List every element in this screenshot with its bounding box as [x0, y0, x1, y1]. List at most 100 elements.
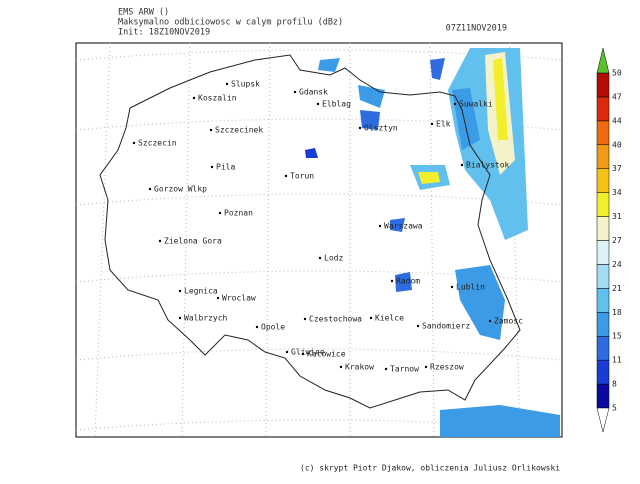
city-dot — [378, 224, 382, 228]
city-dot — [488, 319, 492, 323]
city-dot — [285, 350, 289, 354]
colorbar-bin — [596, 383, 610, 409]
colorbar-bin — [596, 120, 610, 146]
city-dot — [301, 352, 305, 356]
colorbar-label: 21 — [612, 284, 622, 293]
city-label: Tarnow — [390, 365, 419, 374]
colorbar-bin — [596, 216, 610, 241]
city-dot — [132, 141, 136, 145]
city-label: Gliwice — [291, 348, 325, 357]
country-border — [99, 54, 521, 409]
precipitation — [305, 48, 560, 437]
city-label: Lodz — [324, 254, 343, 263]
colorbar-top — [596, 47, 610, 74]
city-label: Czestochowa — [309, 315, 362, 324]
colorbar-label: 47 — [612, 92, 622, 101]
city-label: Legnica — [184, 287, 218, 296]
city-dot — [318, 256, 322, 260]
colorbar-bin — [596, 144, 610, 169]
city-label: Krakow — [345, 363, 374, 372]
city-dot — [339, 365, 343, 369]
city-label: Zielona Gora — [164, 237, 222, 246]
city-dot — [358, 126, 362, 130]
colorbar-label: 40 — [612, 140, 622, 149]
city-label: Zamosc — [494, 317, 523, 326]
colorbar-label: 5 — [612, 404, 617, 413]
city-label: Rzeszow — [430, 363, 464, 372]
city-dot — [178, 289, 182, 293]
colorbar-bin — [596, 192, 610, 217]
city-label: Torun — [290, 172, 314, 181]
city-dot — [218, 211, 222, 215]
colorbar-label: 24 — [612, 260, 622, 269]
colorbar-bin — [596, 264, 610, 289]
city-label: Lublin — [456, 283, 485, 292]
colorbar-label: 8 — [612, 380, 617, 389]
city-dot — [178, 316, 182, 320]
city-label: Bialystok — [466, 161, 510, 170]
city-dot — [209, 128, 213, 132]
city-label: Suwalki — [459, 100, 493, 109]
footer: (c) skrypt Piotr Djakow, obliczenia Juli… — [300, 464, 560, 473]
city-dot — [255, 325, 259, 329]
colorbar-label: 50 — [612, 69, 622, 78]
field-label: Maksymalno odbiciowosc w calym profilu (… — [118, 18, 343, 28]
graticule — [75, 42, 563, 438]
city-label: Szczecin — [138, 139, 177, 148]
city-dot — [293, 90, 297, 94]
city-dot — [225, 82, 229, 86]
colorbar-bin — [596, 288, 610, 313]
city-dot — [216, 296, 220, 300]
city-dot — [460, 163, 464, 167]
city-label: Gorzow Wlkp — [154, 185, 207, 194]
city-label: Katowice — [307, 350, 346, 359]
valid-label: 07Z11NOV2019 — [446, 24, 507, 34]
city-dot — [453, 102, 457, 106]
city-label: Gdansk — [299, 88, 328, 97]
city-dot — [192, 96, 196, 100]
city-dot — [303, 317, 307, 321]
city-label: Opole — [261, 323, 285, 332]
city-label: Pila — [216, 163, 235, 172]
colorbar-label: 11 — [612, 356, 622, 365]
city-dot — [316, 102, 320, 106]
city-dot — [430, 122, 434, 126]
init-label: Init: 18Z10NOV2019 — [118, 28, 210, 38]
city-label: Koszalin — [198, 94, 237, 103]
city-label: Wroclaw — [222, 294, 256, 303]
model-label: EMS ARW () — [118, 8, 169, 18]
city-label: Sandomierz — [422, 322, 470, 331]
city-label: Slupsk — [231, 80, 260, 89]
colorbar-bottom — [596, 407, 610, 433]
city-label: Poznan — [224, 209, 253, 218]
city-dot — [424, 365, 428, 369]
city-label: Elblag — [322, 100, 351, 109]
city-label: Kielce — [375, 314, 404, 323]
city-dot — [284, 174, 288, 178]
colorbar-label: 44 — [612, 116, 622, 125]
colorbar-label: 15 — [612, 332, 622, 341]
colorbar-label: 18 — [612, 308, 622, 317]
city-dot — [369, 316, 373, 320]
colorbar-bin — [596, 168, 610, 193]
city-dot — [390, 279, 394, 283]
city-label: Szczecinek — [215, 126, 263, 135]
cities: Slupsk Gdansk Koszalin Elblag Suwalki Olsztyn… — [132, 80, 523, 374]
city-label: Walbrzych — [184, 314, 228, 323]
city-label: Olsztyn — [364, 124, 398, 133]
colorbar-bin — [596, 96, 610, 122]
colorbar-label: 31 — [612, 212, 622, 221]
colorbar-label: 27 — [612, 236, 622, 245]
colorbar-bin — [596, 359, 610, 385]
city-dot — [158, 239, 162, 243]
colorbar-bin — [596, 240, 610, 265]
city-dot — [384, 367, 388, 371]
city-dot — [416, 324, 420, 328]
colorbar-label: 34 — [612, 188, 622, 197]
city-dot — [148, 187, 152, 191]
colorbar-bin — [596, 72, 610, 98]
city-label: Elk — [436, 120, 451, 129]
colorbar-bin — [596, 335, 610, 361]
city-label: Warszawa — [384, 222, 423, 231]
